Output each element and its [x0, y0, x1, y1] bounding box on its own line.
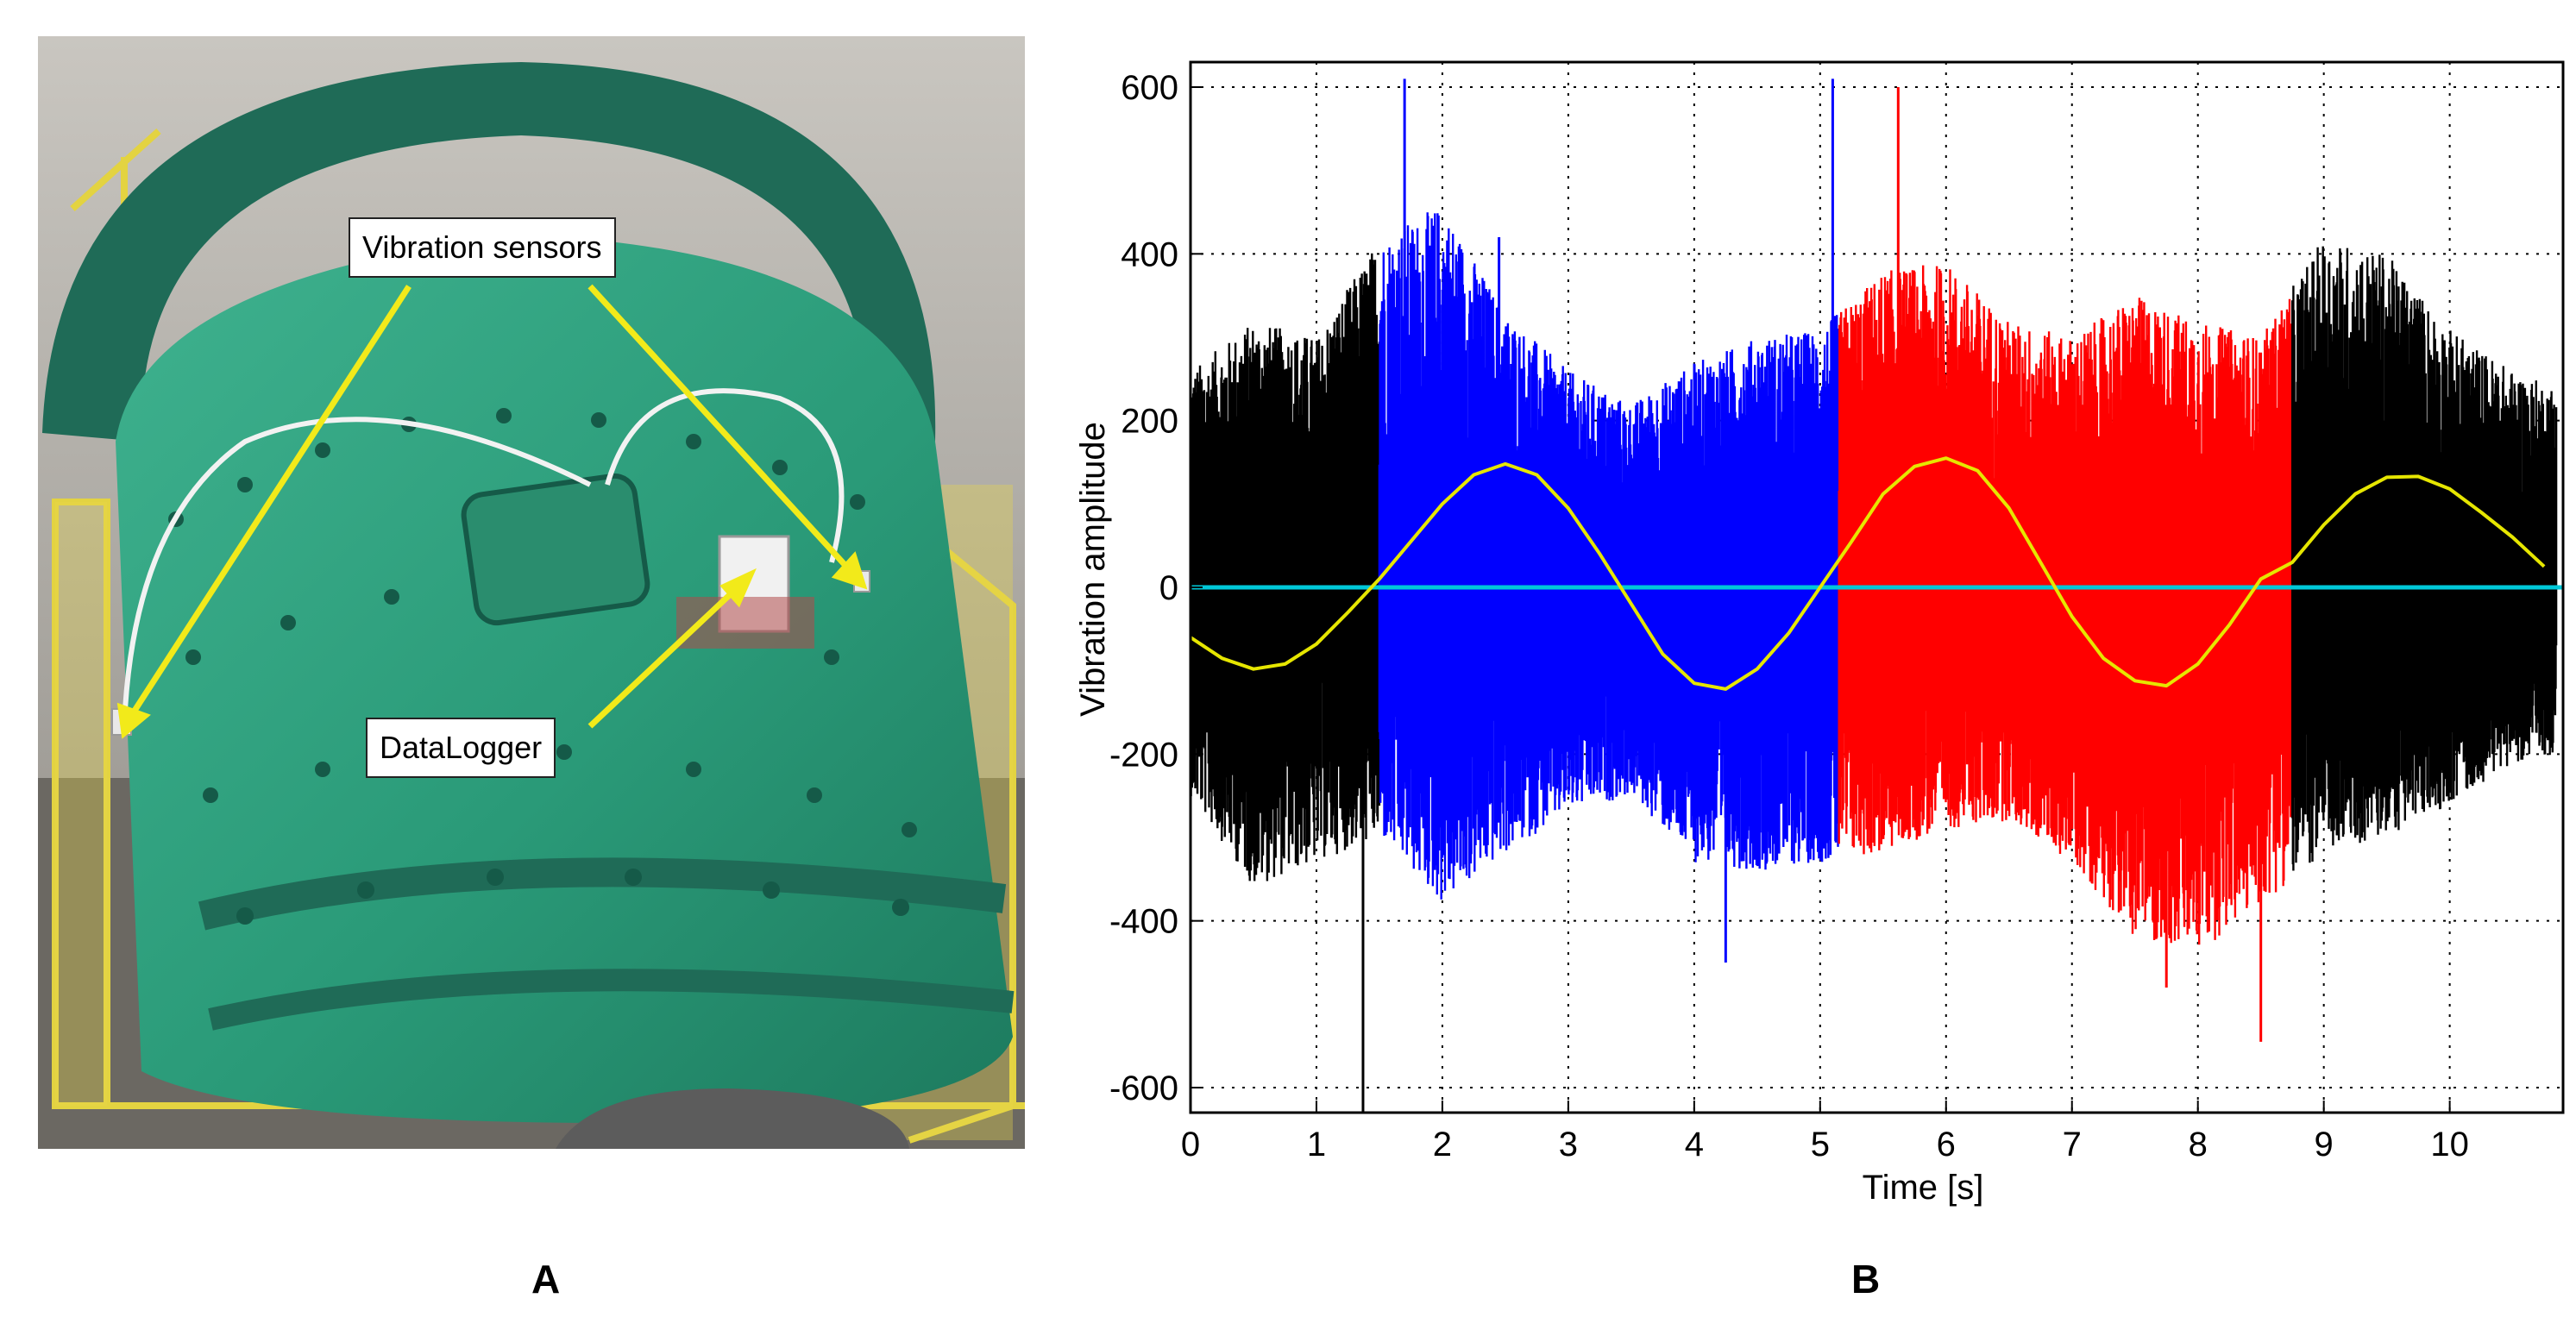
- datalogger-callout: DataLogger: [366, 718, 556, 778]
- sinusoid-line: [1189, 456, 2546, 691]
- mill-photo: Vibration sensors DataLogger: [38, 36, 1025, 1149]
- x-tick-label: 9: [2315, 1126, 2334, 1164]
- axis-layer: 0 1 2 3 4 5 6 7 8 9 10 600 400 200 0 -200 -400 -600: [1109, 60, 2565, 1164]
- railing-mesh-left: [55, 502, 107, 1106]
- x-tick-label: 7: [2063, 1126, 2082, 1164]
- y-axis-label: Vibration amplitude: [1074, 422, 1112, 717]
- overlay-lines-layer: [1189, 456, 2563, 691]
- x-axis-label: Time [s]: [1863, 1169, 1984, 1207]
- y-tick-label: 600: [1121, 69, 1178, 107]
- inspection-hatch: [461, 473, 650, 626]
- flange-band-2: [208, 969, 1015, 1031]
- sensors-callout: Vibration sensors: [349, 217, 616, 278]
- panel-label-a: A: [531, 1257, 561, 1302]
- end-ring: [42, 62, 936, 442]
- signal-segment-4: [2291, 246, 2558, 871]
- y-tick-label: 400: [1121, 235, 1178, 273]
- chart-svg: 0 1 2 3 4 5 6 7 8 9 10 600 400 200 0 -200 -400 -600 Time …: [1074, 60, 2565, 1207]
- x-tick-label: 1: [1307, 1126, 1326, 1164]
- signal-layer: [1189, 78, 2558, 1113]
- y-tick-label: 200: [1121, 403, 1178, 441]
- x-tick-label: 5: [1811, 1126, 1830, 1164]
- mill-photo-drawing: [38, 36, 1025, 1149]
- x-tick-label: 6: [1937, 1126, 1956, 1164]
- x-tick-label: 0: [1181, 1126, 1200, 1164]
- vibration-chart: 0 1 2 3 4 5 6 7 8 9 10 600 400 200 0 -200 -400 -600 Time …: [1018, 43, 2576, 1285]
- x-tick-label: 3: [1559, 1126, 1578, 1164]
- y-tick-label: 0: [1159, 569, 1178, 607]
- x-tick-label: 8: [2189, 1126, 2208, 1164]
- y-tick-label: -600: [1109, 1069, 1178, 1107]
- flange-band: [198, 857, 1007, 931]
- panel-label-b: B: [1851, 1257, 1881, 1302]
- y-tick-label: -400: [1109, 903, 1178, 941]
- x-tick-label: 10: [2430, 1126, 2469, 1164]
- sensor-cable-left: [122, 417, 592, 727]
- signal-segment-2: [1378, 212, 1840, 900]
- end-cap: [556, 1088, 909, 1149]
- x-tick-label: 2: [1433, 1126, 1452, 1164]
- x-tick-label: 4: [1685, 1126, 1704, 1164]
- callout-arrows: [116, 284, 868, 739]
- sensor-cable-right: [605, 388, 845, 563]
- y-tick-label: -200: [1109, 736, 1178, 774]
